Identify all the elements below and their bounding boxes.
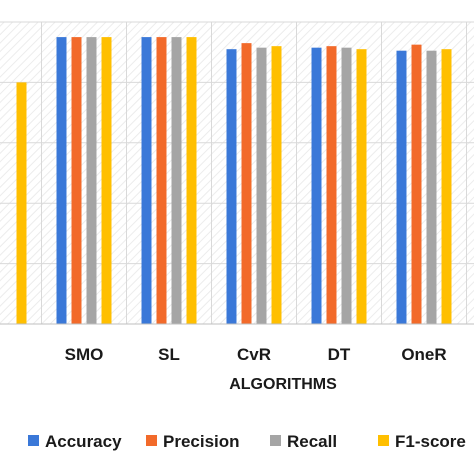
category-labels: SMO SL CvR DT OneR — [65, 345, 447, 364]
bar-accuracy-oner — [396, 50, 407, 324]
legend-label: Recall — [287, 432, 337, 451]
bar-f1-score-oner — [441, 49, 452, 325]
x-axis-title: ALGORITHMS — [229, 376, 337, 393]
legend-item: Recall — [270, 432, 337, 451]
bar-precision-dt — [326, 46, 337, 324]
category-label: CvR — [237, 345, 271, 364]
bar-accuracy-dt — [311, 47, 322, 325]
bar-f1-score-dt — [356, 49, 367, 325]
legend: Accuracy Precision Recall F1-score — [28, 432, 466, 451]
legend-item: Accuracy — [28, 432, 122, 451]
bar-f1-score — [16, 82, 27, 325]
bar-precision-smo — [71, 37, 82, 324]
legend-label: Precision — [163, 432, 240, 451]
bar-accuracy-smo — [56, 37, 67, 324]
bar-recall-dt — [341, 47, 352, 325]
bar-f1-score-smo — [101, 37, 112, 324]
category-label: OneR — [401, 345, 446, 364]
bar-precision-sl — [156, 37, 167, 324]
bar-recall-cvr — [256, 47, 267, 325]
category-separators — [41, 22, 467, 324]
bar-recall-smo — [86, 37, 97, 324]
category-label: DT — [328, 345, 351, 364]
legend-item: F1-score — [378, 432, 466, 451]
bar-recall-oner — [426, 50, 437, 324]
plot-area — [0, 21, 474, 325]
bar-precision-oner — [411, 44, 422, 325]
legend-item: Precision — [146, 432, 240, 451]
legend-swatch — [378, 435, 389, 446]
legend-swatch — [270, 435, 281, 446]
legend-swatch — [28, 435, 39, 446]
bar-accuracy-cvr — [226, 49, 237, 325]
bar-recall-sl — [171, 37, 182, 324]
bar-precision-cvr — [241, 43, 252, 324]
bars — [16, 37, 452, 325]
bar-accuracy-sl — [141, 37, 152, 324]
category-label: SMO — [65, 345, 104, 364]
category-label: SL — [158, 345, 180, 364]
bar-f1-score-cvr — [271, 46, 282, 324]
legend-label: F1-score — [395, 432, 466, 451]
bar-f1-score-sl — [186, 37, 197, 324]
legend-swatch — [146, 435, 157, 446]
legend-label: Accuracy — [45, 432, 122, 451]
